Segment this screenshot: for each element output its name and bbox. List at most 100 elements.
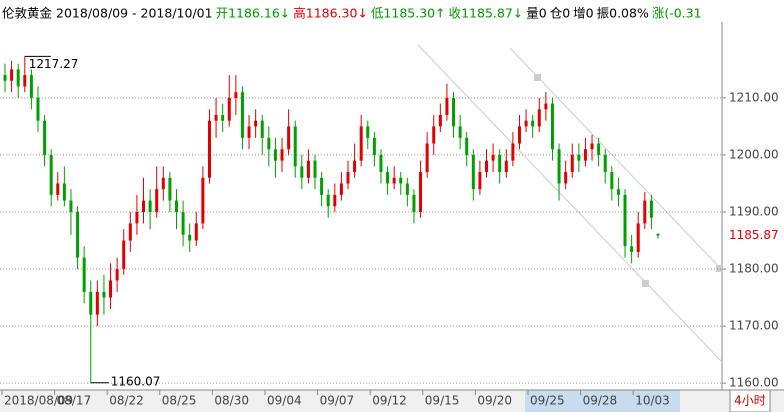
candle-body (623, 194, 627, 247)
period[interactable]: 4小时 (734, 394, 766, 408)
y-tick-label: 1200.00 (729, 147, 779, 161)
header-item: 伦敦黄金 (2, 6, 53, 21)
candle-body (16, 69, 20, 87)
candle-body (36, 97, 40, 121)
candle-body (260, 120, 264, 138)
y-tick-label: 1210.00 (729, 90, 779, 104)
candle-body (49, 154, 53, 195)
x-tick-label: 08/17 (57, 394, 92, 408)
candle-body (135, 211, 139, 224)
candle-body (194, 223, 198, 241)
candle-body (405, 183, 409, 195)
header-item: 量0 (526, 6, 547, 21)
candle-body (452, 97, 456, 127)
candle-body (313, 160, 317, 178)
candle-body (128, 223, 132, 241)
candle-body (326, 194, 330, 207)
candle-body (155, 189, 159, 212)
candle-body (339, 183, 343, 195)
last-price: 1185.87 (729, 228, 779, 242)
candle-body (109, 280, 113, 298)
header-item: 2018/08/09 - 2018/10/01 (56, 6, 213, 21)
candle-body (82, 257, 86, 292)
x-tick-label: 09/07 (320, 394, 355, 408)
header-item: 低1185.30↑ (371, 6, 446, 21)
candle-body (610, 172, 614, 190)
candle-body (168, 177, 172, 201)
candle-body (524, 120, 528, 127)
candle-body (148, 200, 152, 212)
candle-body (432, 126, 436, 144)
candle-body (62, 183, 66, 201)
candle-body (649, 200, 653, 218)
candle-body (300, 166, 304, 178)
candle-body (29, 75, 33, 98)
x-tick-label: 09/25 (530, 394, 565, 408)
x-tick-label: 08/25 (162, 394, 197, 408)
candle-body (115, 269, 119, 281)
header-item: 涨(-0.31 (652, 6, 702, 21)
candle-body (69, 200, 73, 212)
candle-body (247, 126, 251, 138)
candle-body (306, 160, 310, 178)
candle-body (122, 240, 126, 270)
candle-body (590, 143, 594, 150)
y-tick-label: 1170.00 (729, 319, 779, 333)
candle-body (564, 172, 568, 184)
candle-body (531, 120, 535, 127)
candle-body (438, 114, 442, 127)
candle-body (254, 120, 258, 127)
candle-body (570, 154, 574, 173)
candle-body (458, 126, 462, 138)
candle-body (577, 154, 581, 161)
candle-body (221, 114, 225, 121)
period-box[interactable] (729, 389, 771, 412)
annotation: 1217.27 (29, 57, 79, 71)
candle-body (471, 154, 475, 190)
candle-body (234, 92, 238, 98)
candle-body (603, 154, 607, 173)
candle-body (76, 211, 80, 258)
candle-body (636, 223, 640, 252)
candle-body (412, 194, 416, 212)
candle-body (10, 69, 14, 81)
candle-body (643, 200, 647, 224)
candle-body (630, 246, 634, 252)
candle-body (597, 143, 601, 155)
candle-body (465, 137, 469, 155)
candle-body (399, 177, 403, 184)
candle-body (240, 92, 244, 138)
candle-body (320, 177, 324, 195)
candle-body (557, 149, 561, 184)
x-tick-label: 09/15 (425, 394, 460, 408)
candle-body (287, 126, 291, 150)
candle-body (583, 149, 587, 161)
candle-body (616, 189, 620, 195)
x-tick-label: 09/04 (267, 394, 302, 408)
channel-handle (534, 74, 541, 81)
candle-body (273, 149, 277, 161)
candle-body (181, 211, 185, 235)
candle-body (23, 75, 27, 87)
candle-body (419, 172, 423, 212)
header-item: 仓0 (550, 6, 571, 21)
candle-body (504, 160, 508, 173)
candle-body (267, 137, 271, 150)
candle-body (478, 172, 482, 190)
candle-body (366, 126, 370, 138)
y-tick-label: 1160.00 (729, 376, 779, 390)
x-tick-label: 09/20 (477, 394, 512, 408)
candle-body (43, 120, 47, 155)
annotation: 1160.07 (111, 374, 161, 388)
candle-body (89, 291, 93, 315)
channel-line (509, 47, 723, 271)
channel-handle (642, 280, 649, 287)
candle-body (142, 200, 146, 212)
candle-body (293, 126, 297, 167)
x-tick-label: 09/28 (583, 394, 618, 408)
header-item: 振0.08% (597, 6, 649, 21)
candle-body (498, 154, 502, 173)
header-item: 增0 (573, 6, 594, 21)
